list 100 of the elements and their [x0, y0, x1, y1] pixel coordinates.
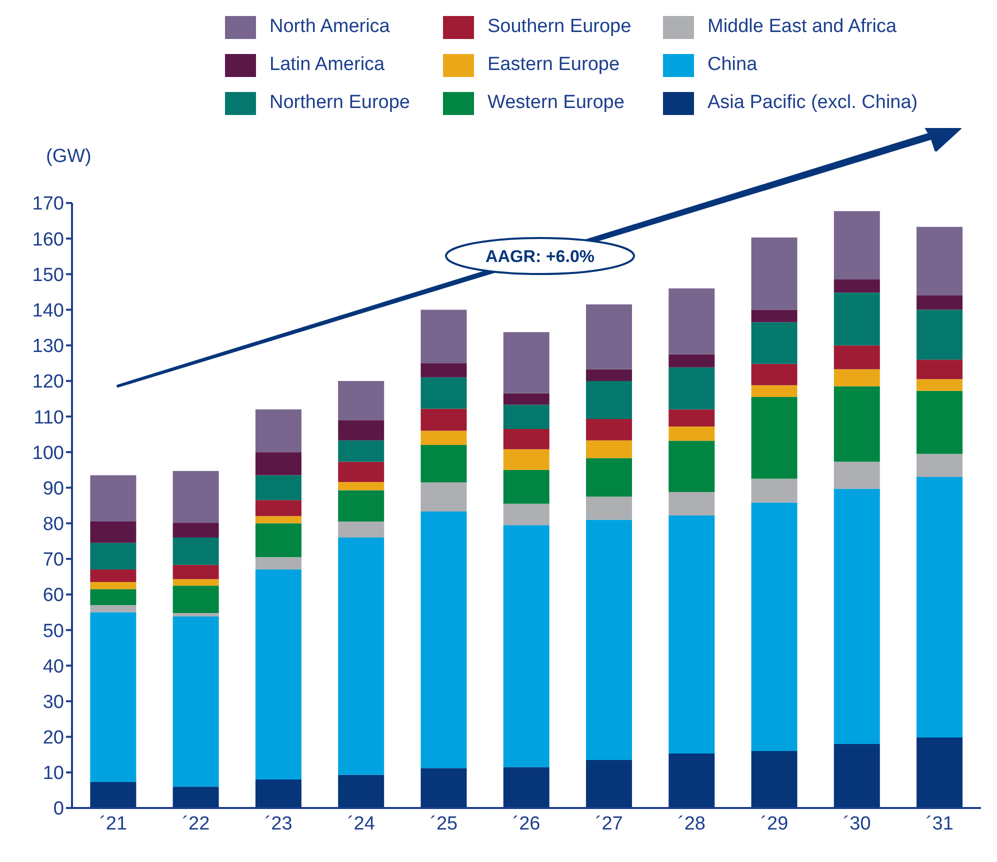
- bar: [668, 288, 715, 354]
- bar: [668, 515, 715, 754]
- bar: [255, 452, 302, 476]
- bar: [172, 579, 219, 586]
- bar: [834, 369, 880, 386]
- legend-label: Eastern Europe: [488, 54, 620, 76]
- bar: [338, 420, 384, 440]
- x-tick-label: ´22: [182, 813, 210, 834]
- bar: [172, 538, 219, 565]
- bar: [338, 538, 384, 775]
- bar: [420, 377, 467, 409]
- bar: [834, 744, 880, 808]
- bar: [90, 570, 136, 582]
- bar: [338, 380, 384, 420]
- bar: [503, 332, 550, 394]
- x-tick-label: ´26: [512, 813, 540, 834]
- y-tick-label: 30: [42, 692, 64, 713]
- bar: [255, 570, 302, 780]
- bar: [420, 482, 467, 512]
- bar: [916, 310, 963, 360]
- y-tick-label: 70: [42, 550, 64, 571]
- bar: [503, 449, 550, 470]
- legend-label: Southern Europe: [488, 16, 632, 38]
- bar: [90, 475, 136, 522]
- bar: [586, 419, 632, 440]
- y-tick-label: 140: [32, 300, 64, 322]
- bar: [338, 774, 384, 808]
- legend-label: China: [708, 54, 758, 76]
- bar: [751, 310, 798, 322]
- y-tick-label: 50: [42, 620, 64, 642]
- x-tick-label: ´23: [264, 813, 292, 834]
- bar: [420, 768, 467, 808]
- bar: [916, 477, 963, 738]
- bar: [834, 386, 880, 462]
- bar: [420, 512, 467, 768]
- bar: [834, 211, 880, 280]
- bar: [172, 786, 219, 808]
- bar: [751, 238, 798, 310]
- bar: [255, 557, 302, 570]
- bar: [751, 502, 798, 752]
- y-tick-label: 130: [32, 336, 64, 358]
- bar: [503, 525, 550, 768]
- bar: [172, 586, 219, 613]
- x-tick-label: ´21: [100, 813, 128, 834]
- bar: [668, 754, 715, 808]
- annotation: AAGR: +6.0%: [485, 247, 595, 266]
- bar: [420, 408, 467, 431]
- x-tick-label: ´27: [595, 813, 623, 834]
- bar: [172, 564, 219, 580]
- bar: [338, 522, 384, 538]
- x-tick-label: ´25: [430, 813, 458, 834]
- bar: [751, 478, 798, 503]
- bar: [668, 426, 715, 441]
- bar: [503, 404, 550, 429]
- bar: [90, 582, 136, 590]
- bar: [255, 475, 302, 500]
- y-tick-label: 90: [42, 478, 64, 500]
- x-tick-label: ´29: [760, 813, 788, 834]
- bar: [751, 751, 798, 808]
- bar: [90, 542, 136, 570]
- bar: [916, 226, 963, 296]
- legend-label: Middle East and Africa: [708, 16, 897, 38]
- y-tick-label: 60: [42, 585, 64, 606]
- bar: [503, 470, 550, 504]
- bar: [172, 470, 219, 523]
- y-tick-label: 100: [32, 442, 64, 464]
- bar: [586, 380, 632, 420]
- bar: [668, 409, 715, 426]
- y-tick-label: 170: [32, 194, 64, 215]
- bar: [255, 780, 302, 808]
- bar: [90, 522, 136, 543]
- bar: [338, 482, 384, 490]
- bar: [420, 430, 467, 445]
- y-tick-label: 40: [42, 656, 64, 678]
- bar: [586, 760, 632, 808]
- y-tick-label: 10: [42, 763, 64, 784]
- y-tick-label: 80: [42, 514, 64, 536]
- bar: [751, 322, 798, 364]
- x-tick-label: ´24: [347, 813, 376, 834]
- bar: [751, 396, 798, 479]
- x-tick-label: ´28: [678, 813, 706, 834]
- bar: [90, 605, 136, 612]
- bar: [503, 428, 550, 450]
- bar: [172, 522, 219, 538]
- bar: [834, 280, 880, 293]
- bar: [751, 385, 798, 397]
- bar: [916, 296, 963, 310]
- y-tick-label: 20: [42, 728, 64, 749]
- x-tick-label: ´31: [926, 813, 954, 834]
- bar: [420, 310, 467, 364]
- bar: [668, 354, 715, 368]
- y-tick-label: 150: [32, 264, 64, 286]
- bar: [916, 738, 963, 808]
- y-tick-label: 110: [34, 407, 64, 428]
- bar: [586, 369, 632, 381]
- bar: [668, 492, 715, 516]
- bar: [916, 379, 963, 391]
- bar: [916, 454, 963, 478]
- bar: [751, 364, 798, 386]
- legend-label: Northern Europe: [270, 92, 410, 114]
